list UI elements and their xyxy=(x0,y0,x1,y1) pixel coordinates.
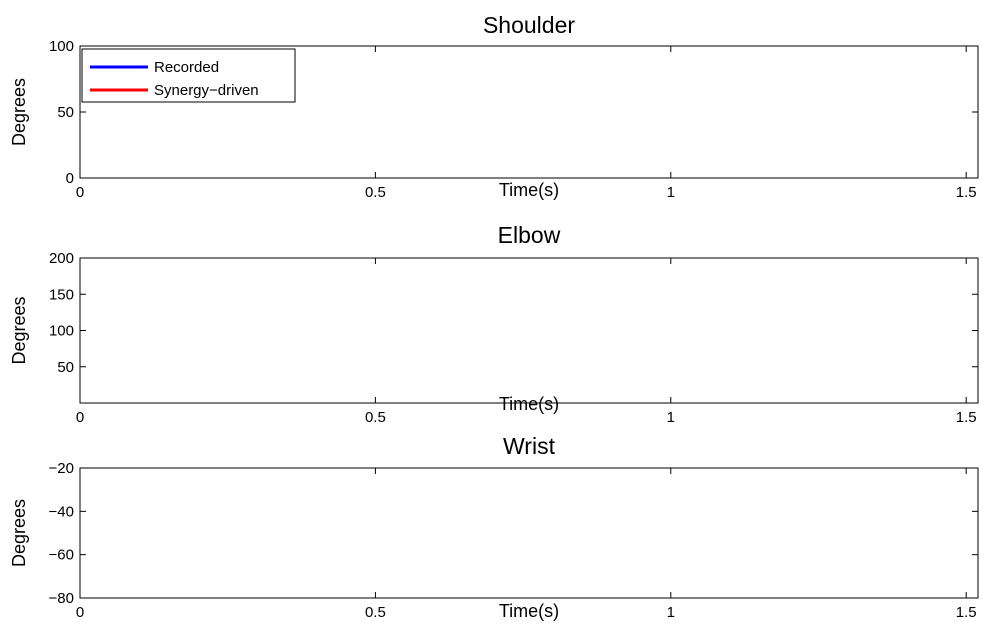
x-tick-label: 0 xyxy=(76,604,84,621)
x-tick-label: 1.5 xyxy=(956,409,977,426)
y-tick-label: 150 xyxy=(49,286,74,303)
y-axis-label: Degrees xyxy=(9,78,29,146)
y-tick-label: −80 xyxy=(49,590,74,607)
chart-title: Elbow xyxy=(498,222,561,248)
x-tick-label: 1 xyxy=(667,409,675,426)
y-tick-label: −60 xyxy=(49,547,74,564)
y-axis-label: Degrees xyxy=(9,296,29,364)
legend-label-recorded: Recorded xyxy=(154,59,219,76)
panel-shoulder: 0 0.5 1 1.5 0 50 100 Shoulder Time(s) Degrees Reco… xyxy=(9,12,979,201)
y-tick-label: 100 xyxy=(49,323,74,340)
x-tick-label: 0 xyxy=(76,409,84,426)
axes-box xyxy=(79,257,979,404)
x-tick-label: 0.5 xyxy=(365,604,386,621)
x-axis-label: Time(s) xyxy=(499,601,559,621)
y-tick-label: 50 xyxy=(57,104,74,121)
x-tick-label: 0 xyxy=(76,184,84,201)
legend-label-synergy-driven: Synergy−driven xyxy=(154,82,259,99)
y-tick-label: 50 xyxy=(57,359,74,376)
x-tick-label: 0.5 xyxy=(365,409,386,426)
panel-wrist: 0 0.5 1 1.5 −80 −60 −40 −20 Wrist Time(s) Degrees xyxy=(9,433,979,621)
x-tick-label: 1.5 xyxy=(956,184,977,201)
x-axis-label: Time(s) xyxy=(499,394,559,414)
y-tick-label: −20 xyxy=(49,460,74,477)
y-tick-label: −40 xyxy=(49,503,74,520)
y-tick-label: 200 xyxy=(49,250,74,267)
x-tick-label: 1 xyxy=(667,184,675,201)
x-tick-label: 1 xyxy=(667,604,675,621)
y-tick-label: 100 xyxy=(49,38,74,55)
x-tick-label: 1.5 xyxy=(956,604,977,621)
legend-box xyxy=(81,48,296,103)
legend: Recorded Synergy−driven xyxy=(81,48,296,103)
y-axis-label: Degrees xyxy=(9,499,29,567)
axes-box xyxy=(79,467,979,599)
x-axis-label: Time(s) xyxy=(499,180,559,200)
chart-title: Shoulder xyxy=(483,12,575,38)
y-tick-label: 0 xyxy=(66,170,74,187)
chart-title: Wrist xyxy=(503,433,556,459)
panel-elbow: 0 0.5 1 1.5 50 100 150 200 Elbow Time(s) Degrees xyxy=(9,222,979,426)
x-tick-label: 0.5 xyxy=(365,184,386,201)
